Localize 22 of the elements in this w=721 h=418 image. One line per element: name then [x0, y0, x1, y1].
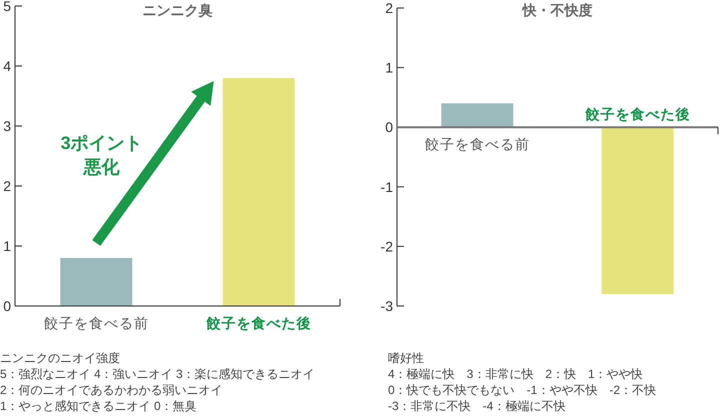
x-tick-label: 餃子を食べる前 — [424, 136, 530, 152]
x-tick-label: 餃子を食べる前 — [44, 315, 149, 331]
y-tick-label: 4 — [3, 58, 12, 74]
y-tick-label: -2 — [380, 238, 394, 254]
x-tick-label: 餃子を食べた後 — [205, 315, 312, 331]
y-tick-label: 3 — [3, 118, 12, 134]
text: 嗜好性 4：極端に快 3：非常に快 2：快 1：やや快 0：快でも不快でもない -1：やや不快 -2：不快 -3：非常に不快 -4：極端に不快 — [388, 351, 656, 413]
chart-title: 快・不快度 — [522, 2, 592, 18]
y-tick-label: 5 — [3, 0, 12, 14]
y-tick-label: 1 — [385, 60, 394, 76]
y-tick-label: 0 — [3, 298, 12, 314]
y-tick-label: 0 — [385, 119, 394, 136]
x-tick-label: 餃子を食べた後 — [584, 106, 690, 122]
annotation: 3ポイント — [60, 133, 143, 153]
y-tick-label: -3 — [380, 298, 394, 314]
chart-title: ニンニク臭 — [142, 2, 212, 18]
y-tick-label: 2 — [385, 0, 394, 16]
text: ニンニクのニオイ強度 5：強烈なニオイ 4：強いニオイ 3：楽に感知できるニオイ 2：何のニオイであるかわかる弱いニオイ 1：やっと感知できるニオイ 0：無臭 — [0, 351, 315, 413]
y-tick-label: 2 — [3, 178, 12, 194]
y-tick-label: -1 — [380, 178, 394, 195]
annotation: 悪化 — [82, 157, 121, 177]
y-tick-label: 1 — [3, 238, 12, 254]
